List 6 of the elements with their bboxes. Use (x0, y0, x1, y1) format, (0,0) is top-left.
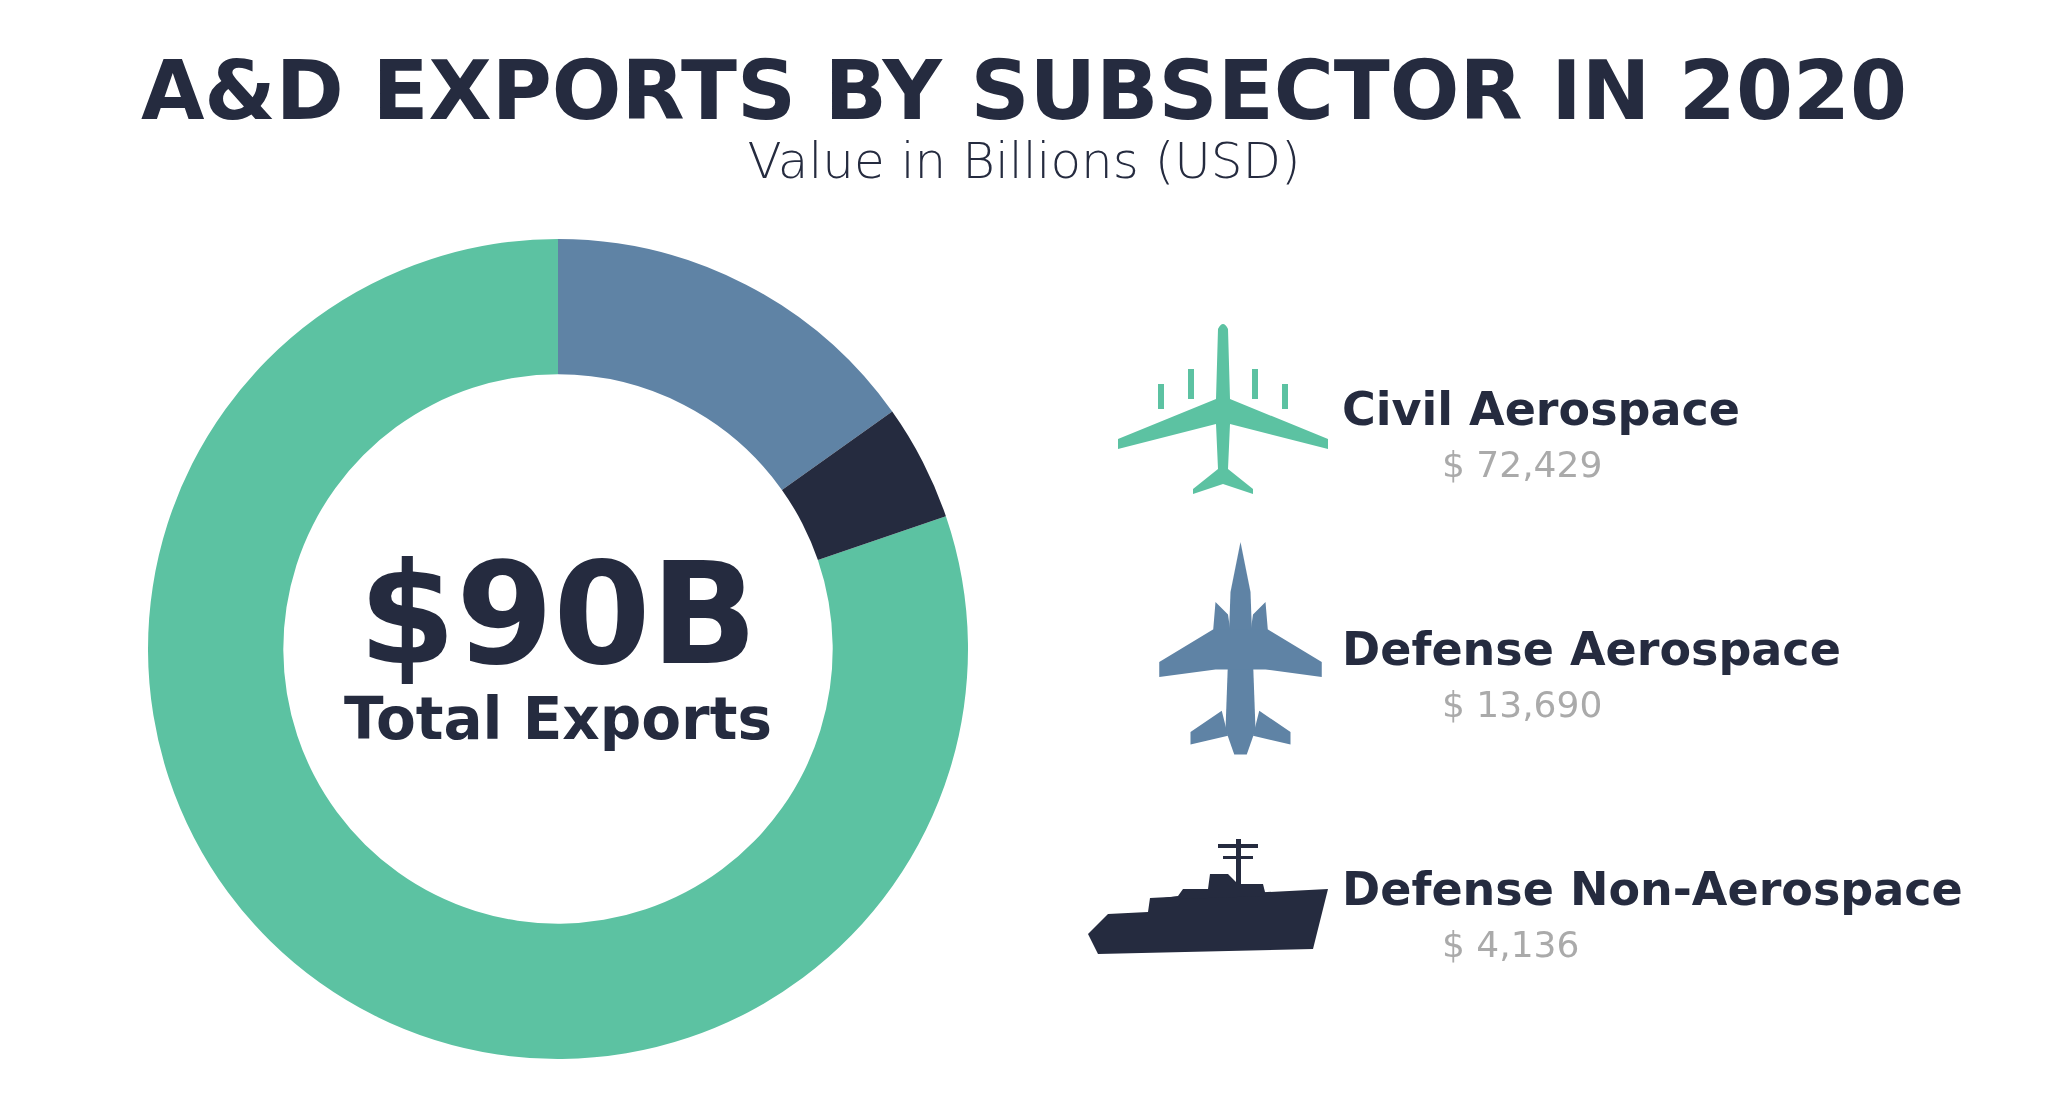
legend-label: Defense Aerospace (1342, 622, 1841, 677)
legend-label: Defense Non-Aerospace (1342, 862, 1963, 917)
data-label: $ 4,136 (1442, 924, 1580, 966)
data-label: $ 72,429 (1442, 444, 1603, 486)
legend-label: Civil Aerospace (1342, 382, 1740, 437)
data-label: $ 13,690 (1442, 684, 1603, 726)
